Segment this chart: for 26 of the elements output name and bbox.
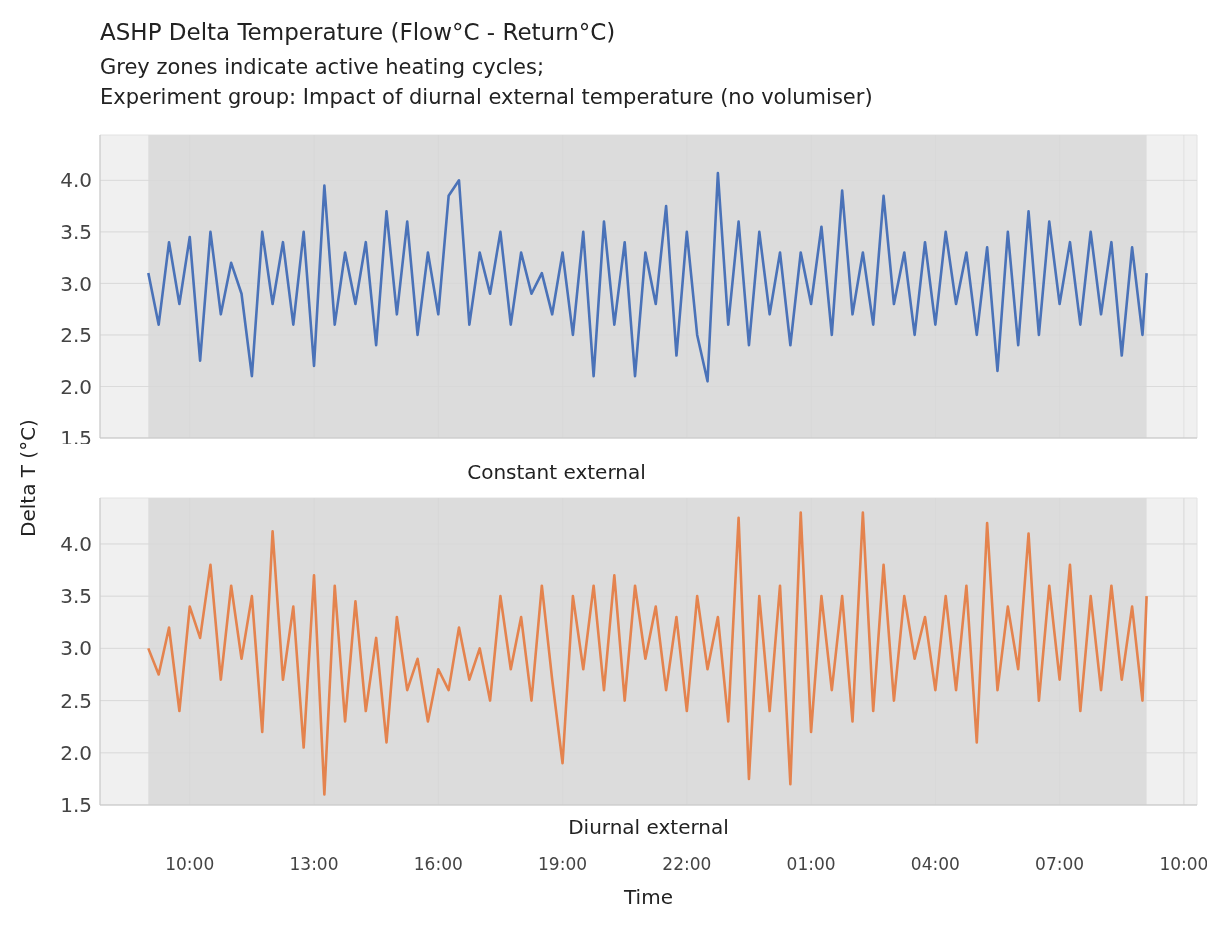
y-tick-label: 4.0 [60, 532, 92, 557]
y-tick-label: 3.5 [60, 584, 92, 609]
y-tick-label: 2.0 [60, 740, 92, 765]
x-tick-label: 01:00 [786, 854, 836, 875]
y-tick-label: 2.5 [60, 688, 92, 713]
y-tick-label: 2.0 [60, 374, 92, 399]
chart-title: ASHP Delta Temperature (Flow°C - Return°C) [100, 18, 617, 47]
x-tick-label: 13:00 [289, 854, 339, 875]
x-tick-label: 10:00 [165, 854, 215, 875]
chart-subtitle: Grey zones indicate active heating cycles; Experiment group: Impact of diurnal external temperature (no volumiser) [100, 54, 874, 111]
y-tick-label: 3.0 [60, 271, 92, 296]
text: Diurnal external [567, 815, 730, 839]
x-tick-label: 10:00 [1159, 854, 1209, 875]
x-axis-title: Time [623, 885, 674, 909]
x-tick-label: 22:00 [662, 854, 712, 875]
x-tick-label: 19:00 [538, 854, 588, 875]
y-tick-label: 2.5 [60, 323, 92, 348]
y-axis-title: Delta T (°C) [16, 419, 40, 537]
y-tick-label: 4.0 [60, 168, 92, 193]
y-tick-label: 3.0 [60, 636, 92, 661]
x-tick-label: 07:00 [1035, 854, 1085, 875]
x-tick-label: 16:00 [413, 854, 463, 875]
y-tick-label: 3.5 [60, 219, 92, 244]
y-tick-label: 1.5 [60, 793, 92, 818]
text: Constant external [467, 460, 646, 484]
x-tick-label: 04:00 [910, 854, 960, 875]
